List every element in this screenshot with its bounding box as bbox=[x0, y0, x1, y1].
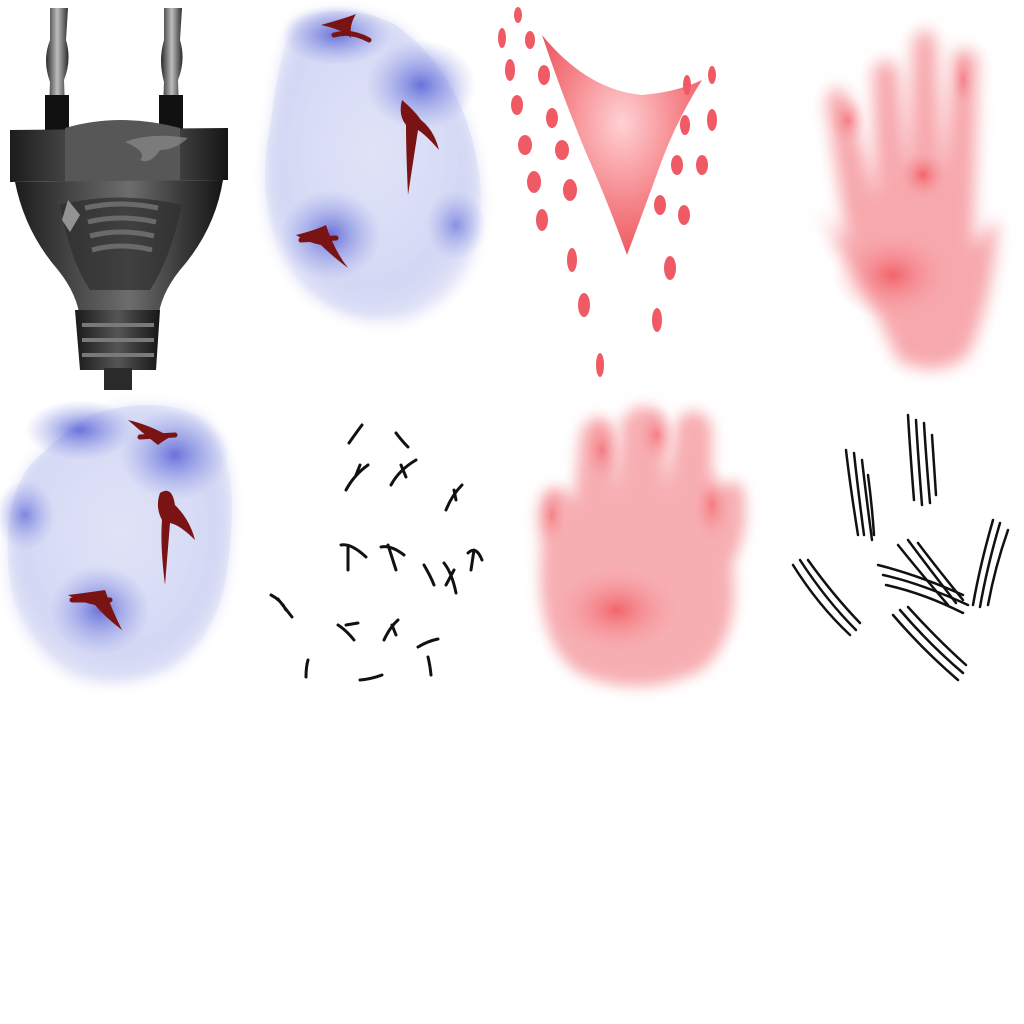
blue-glow-pad-icon bbox=[264, 5, 486, 322]
red-handprint-icon bbox=[808, 30, 998, 369]
plug-sprite bbox=[0, 0, 256, 400]
blue-pad-round-sprite bbox=[0, 395, 256, 795]
red-v-mark-sprite bbox=[498, 0, 768, 400]
red-handprint-paw-sprite bbox=[512, 395, 768, 795]
red-paw-print-icon bbox=[537, 405, 746, 687]
claw-scratches-sprite bbox=[768, 395, 1024, 795]
claw-scratch-icon bbox=[791, 413, 1010, 682]
electric-plug-icon bbox=[10, 8, 228, 390]
small-nicks-sprite bbox=[256, 395, 512, 795]
blue-pad-tall-sprite bbox=[256, 0, 512, 400]
red-v-splash-icon bbox=[498, 7, 717, 377]
blue-glow-pad-icon bbox=[0, 400, 232, 684]
red-handprint-open-sprite bbox=[768, 0, 1024, 400]
scattered-nicks-icon bbox=[269, 423, 484, 682]
